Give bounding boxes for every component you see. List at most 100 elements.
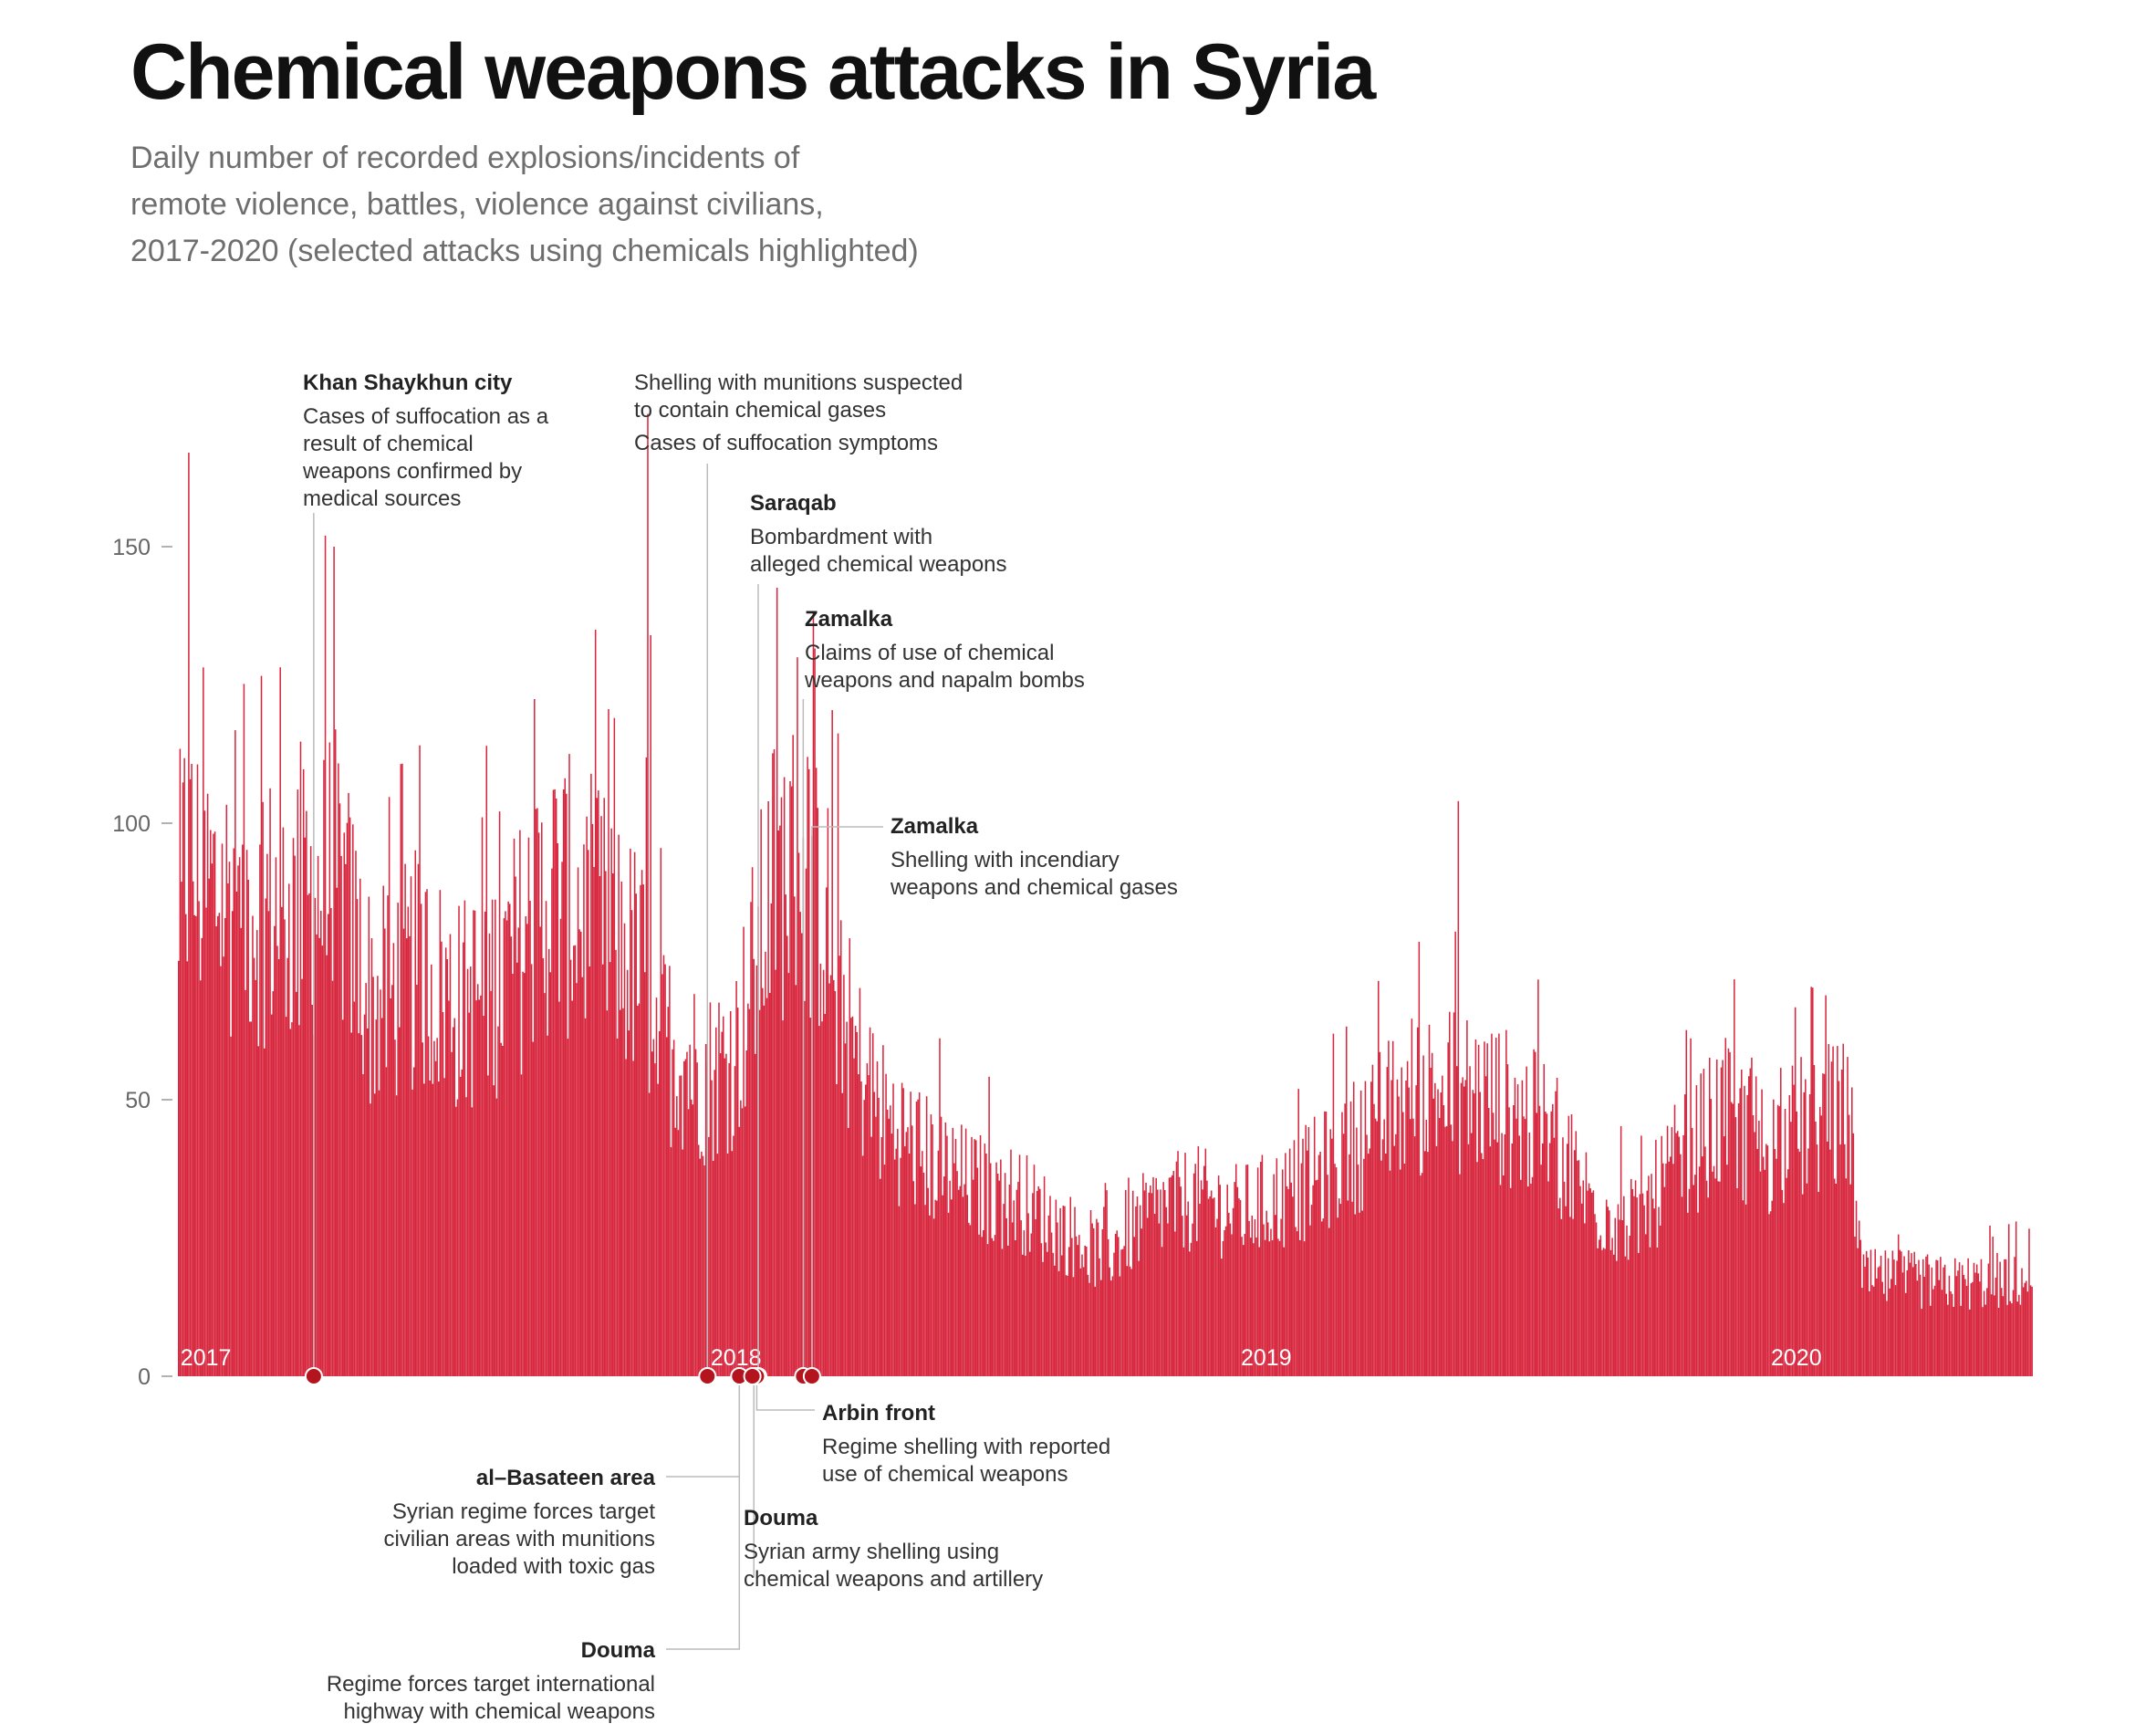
- chart-bar: [1633, 1196, 1635, 1376]
- chart-bar: [741, 1108, 744, 1376]
- chart-bar: [1443, 1105, 1445, 1376]
- chart-bar: [610, 828, 612, 1376]
- annotation-saraqab: Saraqab Bombardment with alleged chemical …: [750, 491, 1007, 577]
- chart-bar: [230, 1036, 232, 1376]
- chart-bar: [1515, 1118, 1517, 1376]
- chart-bar: [1067, 1275, 1068, 1376]
- chart-bar: [1691, 1127, 1693, 1376]
- chart-bar: [1933, 1285, 1936, 1376]
- chart-bar: [527, 837, 530, 1376]
- chart-bar: [358, 1033, 359, 1376]
- chart-bar: [985, 1154, 987, 1376]
- chart-bar: [441, 941, 443, 1376]
- chart-bar: [234, 730, 236, 1376]
- chart-bar: [1234, 1182, 1235, 1376]
- chart-bar: [672, 1039, 675, 1376]
- chart-bar: [870, 1136, 872, 1376]
- chart-bar: [420, 904, 422, 1376]
- chart-bar: [1973, 1262, 1975, 1376]
- chart-bar: [1232, 1207, 1234, 1376]
- chart-bar: [1145, 1182, 1147, 1376]
- chart-bar: [628, 1030, 630, 1376]
- chart-bar: [1359, 1090, 1362, 1376]
- chart-bar: [512, 974, 514, 1376]
- chart-bar: [936, 1200, 938, 1376]
- chart-bar: [555, 799, 557, 1376]
- chart-bar: [1196, 1240, 1198, 1376]
- chart-bar: [1013, 1200, 1015, 1376]
- chart-bar: [1482, 1159, 1484, 1376]
- chart-bar: [2015, 1221, 2017, 1376]
- chart-bar: [513, 838, 516, 1376]
- chart-bar: [995, 1162, 997, 1376]
- chart-bar: [1828, 1044, 1830, 1376]
- chart-bar: [1661, 1135, 1662, 1376]
- chart-bar: [662, 955, 665, 1376]
- y-tick-label: 150: [112, 535, 151, 560]
- chart-bar: [1941, 1290, 1943, 1376]
- chart-bar: [274, 925, 276, 1376]
- chart-bar: [1099, 1258, 1100, 1376]
- chart-bar: [1472, 1090, 1474, 1376]
- chart-bar: [439, 890, 442, 1376]
- chart-bar: [1152, 1176, 1154, 1376]
- chart-bar: [366, 1028, 369, 1376]
- chart-bar: [437, 1081, 440, 1376]
- chart-bar: [645, 757, 648, 1376]
- chart-bar: [195, 915, 197, 1376]
- chart-bar: [407, 906, 410, 1376]
- chart-bar: [1185, 1215, 1188, 1376]
- chart-bar: [841, 1092, 844, 1376]
- chart-bar: [667, 1007, 670, 1376]
- chart-bar: [1607, 1206, 1609, 1376]
- chart-bar: [976, 1167, 979, 1376]
- chart-bar: [1175, 1161, 1178, 1376]
- chart-bar: [994, 1235, 996, 1376]
- chart-bar: [1555, 1091, 1557, 1376]
- chart-bar: [1203, 1165, 1205, 1376]
- chart-bar: [1552, 1103, 1554, 1376]
- chart-bar: [1886, 1300, 1888, 1376]
- chart-bar: [1776, 1158, 1777, 1376]
- chart-bar: [878, 1097, 880, 1376]
- chart-bar: [1484, 1041, 1485, 1376]
- chart-bar: [1229, 1223, 1232, 1376]
- chart-bar: [1810, 987, 1812, 1376]
- chart-bar: [1344, 1103, 1346, 1376]
- chart-bar: [599, 876, 601, 1376]
- chart-bar: [515, 876, 516, 1376]
- chart-bar: [2031, 1286, 2033, 1376]
- chart-bar: [184, 914, 187, 1376]
- chart-bar: [211, 863, 214, 1376]
- chart-bar: [1838, 1081, 1840, 1376]
- chart-bar: [314, 897, 317, 1376]
- chart-bar: [525, 916, 527, 1376]
- chart-bar: [1420, 1175, 1422, 1376]
- chart-bar: [1700, 1073, 1702, 1376]
- chart-bar: [558, 1001, 560, 1376]
- chart-bar: [574, 945, 577, 1376]
- chart-bar: [1449, 1011, 1451, 1376]
- chart-bar: [1123, 1246, 1125, 1376]
- chart-bar: [1751, 1057, 1753, 1376]
- chart-bar: [1957, 1270, 1959, 1376]
- chart-bar: [554, 789, 556, 1376]
- chart-bar: [500, 1042, 502, 1376]
- chart-bar: [735, 981, 737, 1376]
- chart-bar: [189, 778, 192, 1376]
- chart-bar: [1161, 1247, 1163, 1376]
- chart-bar: [1629, 1236, 1630, 1376]
- chart-bar: [1182, 1247, 1185, 1376]
- chart-bar: [1737, 1102, 1740, 1376]
- chart-bar: [956, 1171, 958, 1376]
- annotation-text: weapons confirmed by: [302, 459, 522, 484]
- chart-bar: [729, 1011, 732, 1376]
- chart-bar: [1036, 1190, 1038, 1376]
- chart-bar: [920, 1166, 922, 1376]
- chart-bar: [1955, 1276, 1958, 1376]
- chart-bar: [966, 1195, 968, 1376]
- chart-bar: [1812, 987, 1814, 1376]
- chart-bar: [1504, 1134, 1506, 1376]
- chart-bar: [1307, 1127, 1310, 1376]
- chart-bar: [1817, 1192, 1819, 1376]
